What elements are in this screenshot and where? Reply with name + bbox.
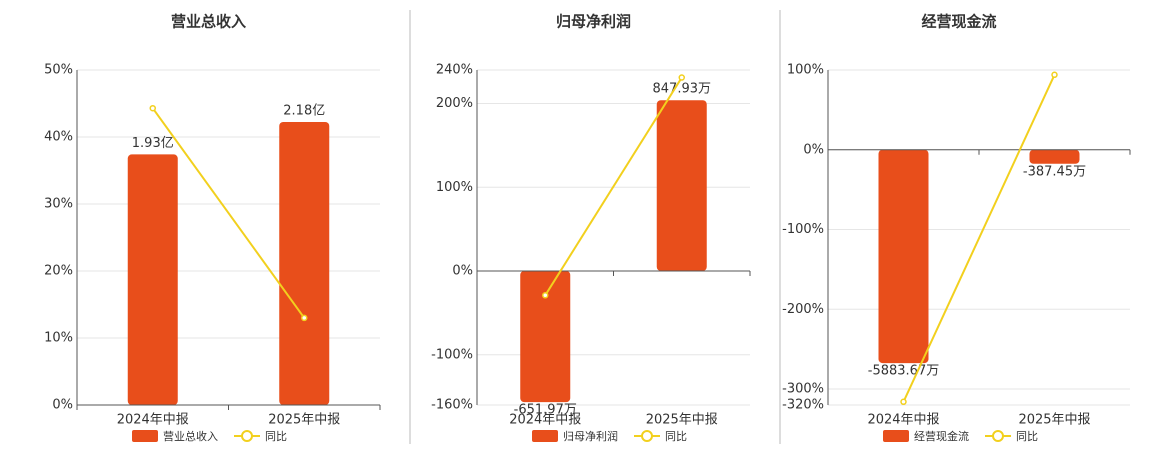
line-point [678, 74, 685, 81]
bar [1029, 149, 1080, 164]
y-tick-label: 30% [44, 197, 73, 212]
bar-value-label: 847.93万 [653, 82, 712, 97]
bar-value-label: 1.93亿 [132, 136, 174, 151]
y-tick-label: 0% [452, 264, 473, 279]
legend-label: 营业总收入 [163, 429, 218, 443]
legend-marker [241, 430, 253, 442]
bar [279, 121, 330, 405]
y-tick-label: 100% [787, 63, 824, 78]
y-tick-label: -320% [782, 398, 824, 413]
legend-swatch [132, 430, 158, 442]
bar-value-label: 2.18亿 [283, 103, 325, 118]
x-tick-label: 2024年中报 [509, 413, 581, 428]
y-tick-label: 0% [52, 398, 73, 413]
y-tick-label: 0% [803, 142, 824, 157]
y-tick-label: 50% [44, 63, 73, 78]
legend-label: 归母净利润 [563, 429, 618, 443]
y-tick-label: -300% [782, 382, 824, 397]
bar-value-label: -5883.67万 [868, 364, 939, 379]
chart-title: 营业总收入 [171, 13, 246, 31]
legend-label: 同比 [1016, 430, 1038, 443]
line-point [542, 292, 549, 299]
chart-title: 归母净利润 [556, 13, 631, 31]
bar [520, 270, 571, 403]
y-tick-label: 240% [436, 63, 473, 78]
legend-label: 经营现金流 [914, 429, 969, 443]
y-tick-label: -200% [782, 302, 824, 317]
legend-swatch [532, 430, 558, 442]
y-tick-label: 100% [436, 180, 473, 195]
y-tick-label: -100% [431, 347, 473, 362]
line [151, 107, 306, 319]
bar [656, 100, 707, 271]
y-tick-label: 40% [44, 130, 73, 145]
y-tick-label: -160% [431, 398, 473, 413]
legend-label: 同比 [665, 430, 687, 443]
bar-value-label: -651.97万 [514, 403, 577, 418]
line-point [149, 104, 156, 112]
y-tick-label: -100% [782, 222, 824, 237]
y-tick-label: 20% [44, 264, 73, 279]
legend-label: 同比 [265, 430, 287, 443]
bar [878, 149, 929, 364]
line [902, 74, 1056, 403]
y-tick-label: 200% [436, 96, 473, 111]
bar [127, 154, 178, 405]
legend-marker [992, 430, 1004, 442]
legend-marker [641, 430, 653, 442]
line-point [1051, 71, 1058, 79]
chart-title: 经营现金流 [921, 13, 996, 31]
line [544, 77, 683, 296]
x-tick-label: 2025年中报 [1018, 413, 1090, 428]
x-tick-label: 2024年中报 [117, 413, 189, 428]
line-point [900, 398, 907, 406]
legend-swatch [883, 430, 909, 442]
y-tick-label: 10% [44, 331, 73, 346]
x-tick-label: 2024年中报 [867, 413, 939, 428]
x-tick-label: 2025年中报 [268, 413, 340, 428]
x-tick-label: 2025年中报 [646, 413, 718, 428]
bar-value-label: -387.45万 [1023, 164, 1086, 179]
line-point [301, 314, 308, 322]
